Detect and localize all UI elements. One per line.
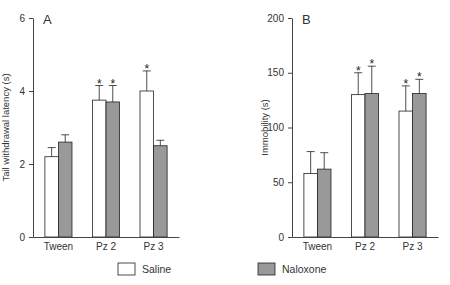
bar (351, 95, 365, 237)
error-stem (310, 152, 311, 174)
error-cap (48, 147, 56, 148)
y-tick-label: 0 (19, 232, 25, 243)
y-tick: 2 (19, 159, 33, 170)
significance-mark: * (144, 62, 149, 76)
error-bar (48, 148, 56, 157)
y-axis: 0 2 4 6 (19, 13, 33, 243)
y-tick: 6 (19, 13, 33, 24)
bar (304, 173, 318, 237)
x-axis-line (293, 237, 439, 238)
y-axis-title: Tail withdrawal latency (s) (0, 73, 11, 181)
y-tick-mark (29, 91, 33, 92)
error-stem (160, 140, 161, 145)
y-tick-label: 0 (278, 232, 284, 243)
y-tick: 0 (19, 232, 33, 243)
x-tick-label: Pz 2 (96, 241, 116, 252)
error-cap (307, 151, 315, 152)
error-bar (61, 135, 69, 142)
error-bar (307, 152, 315, 174)
x-axis: Tween Pz 2 Pz 3 (293, 237, 439, 252)
bar (92, 100, 106, 237)
x-tick: Pz 3 (144, 237, 164, 252)
y-tick: 200 (267, 13, 292, 24)
x-tick-label: Pz 3 (403, 241, 423, 252)
error-bar (156, 140, 164, 145)
significance-mark: * (403, 77, 408, 91)
significance-mark: * (417, 70, 422, 84)
y-tick: 50 (273, 177, 292, 188)
y-tick-label: 6 (19, 13, 25, 24)
bar (413, 94, 427, 237)
significance-mark: * (110, 77, 115, 91)
y-tick-mark (29, 164, 33, 165)
panel: * * * 0 2 4 6 Tween Pz 2 Pz 3 Tail withdrawal late… (0, 12, 180, 252)
significance-mark: * (369, 57, 374, 71)
bar (399, 111, 413, 237)
bar (58, 142, 72, 237)
legend: Saline Naloxone (118, 263, 327, 275)
legend-swatch (118, 263, 135, 275)
x-axis: Tween Pz 2 Pz 3 (34, 237, 180, 252)
x-tick: Tween (303, 237, 332, 252)
bar (45, 157, 59, 237)
plot-area (45, 71, 167, 237)
x-tick-label: Tween (303, 241, 332, 252)
y-axis-title: Immobility (s) (259, 99, 270, 155)
panel: * * * * 0 50 100 150 200 Tween Pz 2 Pz 3 Immobility … (259, 12, 439, 252)
bar (140, 91, 154, 237)
x-axis-line (34, 237, 180, 238)
x-tick: Tween (44, 237, 73, 252)
y-tick-mark (29, 18, 33, 19)
error-cap (61, 134, 69, 135)
x-tick: Pz 2 (355, 237, 375, 252)
error-cap (320, 152, 328, 153)
y-tick-mark (288, 128, 292, 129)
x-tick: Pz 3 (403, 237, 423, 252)
error-stem (65, 135, 66, 142)
bar (317, 169, 331, 237)
figure: * * * 0 2 4 6 Tween Pz 2 Pz 3 Tail withdrawal late… (0, 0, 450, 285)
plot-area (304, 66, 426, 237)
y-axis-line (33, 19, 34, 238)
y-tick: 4 (19, 86, 33, 97)
error-stem (324, 153, 325, 169)
y-tick-mark (288, 237, 292, 238)
y-tick-mark (288, 18, 292, 19)
y-tick: 150 (267, 67, 292, 78)
y-tick-mark (288, 73, 292, 74)
legend-label: Naloxone (282, 263, 327, 275)
error-cap (156, 140, 164, 141)
bar (106, 102, 120, 237)
y-axis: 0 50 100 150 200 (267, 13, 292, 243)
y-tick-label: 150 (267, 67, 284, 78)
significance-mark: * (356, 64, 361, 78)
x-tick-label: Tween (44, 241, 73, 252)
legend-label: Saline (142, 263, 171, 275)
x-tick-label: Pz 2 (355, 241, 375, 252)
y-tick-mark (29, 237, 33, 238)
x-tick-label: Pz 3 (144, 241, 164, 252)
significance-mark: * (97, 77, 102, 91)
y-tick: 0 (278, 232, 292, 243)
x-tick: Pz 2 (96, 237, 116, 252)
panel-label: A (43, 12, 52, 27)
legend-swatch (258, 263, 275, 275)
error-stem (51, 148, 52, 157)
y-tick-mark (288, 182, 292, 183)
y-tick-label: 2 (19, 159, 25, 170)
y-axis-line (292, 19, 293, 238)
y-tick-label: 200 (267, 13, 284, 24)
legend-entry: Naloxone (258, 263, 327, 275)
y-tick-label: 50 (273, 177, 285, 188)
y-tick-label: 4 (19, 86, 25, 97)
panel-label: B (302, 12, 311, 27)
legend-entry: Saline (118, 263, 171, 275)
y-tick: 100 (267, 122, 292, 133)
bar (365, 94, 379, 237)
bar (154, 146, 168, 237)
error-bar (320, 153, 328, 169)
